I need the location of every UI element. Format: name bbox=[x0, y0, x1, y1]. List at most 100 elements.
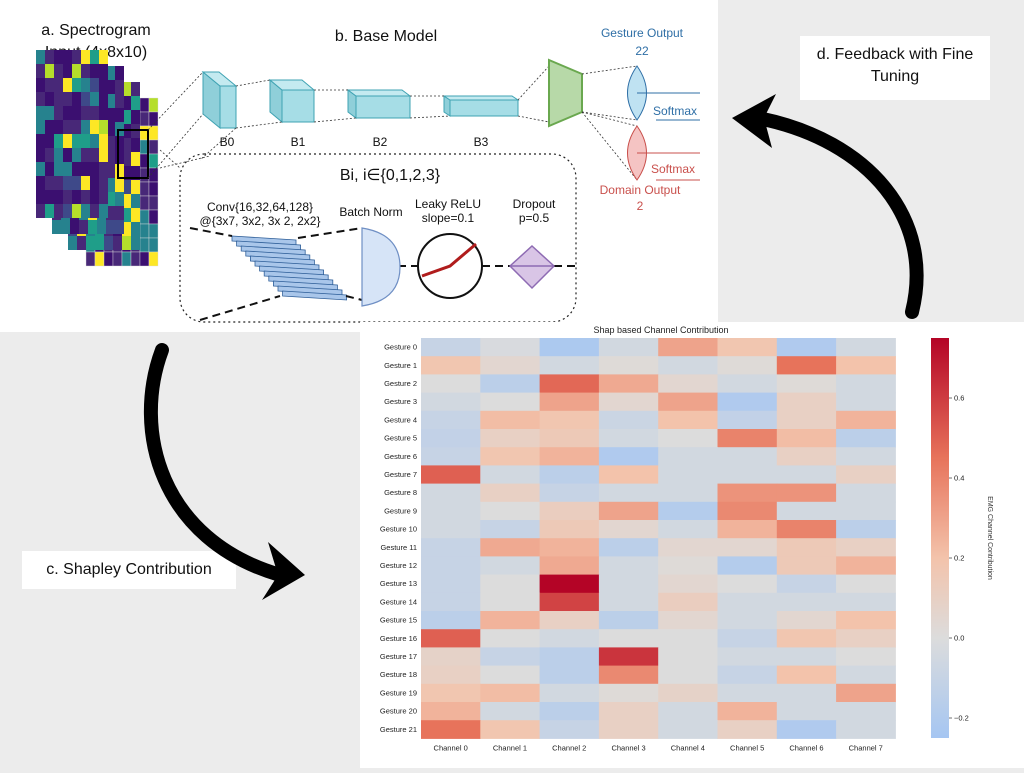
heatmap-cell bbox=[480, 629, 541, 648]
connector-lines bbox=[147, 65, 550, 179]
heatmap-cell bbox=[598, 665, 659, 685]
conv-label-1: Conv{16,32,64,128} bbox=[207, 200, 313, 214]
block-b0-label: B0 bbox=[220, 135, 235, 149]
heatmap-row-label: Gesture 4 bbox=[384, 415, 417, 424]
heatmap-cell bbox=[717, 410, 778, 430]
heatmap-cell bbox=[480, 356, 541, 375]
dropout-label-2: p=0.5 bbox=[519, 211, 550, 225]
heatmap-cell bbox=[776, 720, 837, 739]
heatmap-cell bbox=[658, 410, 718, 430]
heatmap-cell bbox=[421, 683, 481, 703]
colorbar-tick-label: −0.2 bbox=[954, 714, 969, 723]
block-detail-title: Bi, i∈{0,1,2,3} bbox=[340, 167, 441, 184]
heatmap-cell bbox=[658, 338, 718, 357]
heatmap-cell bbox=[836, 629, 896, 648]
heatmap-cell bbox=[421, 720, 481, 739]
heatmap-cell bbox=[836, 647, 896, 667]
heatmap-col-label: Channel 5 bbox=[730, 743, 764, 752]
heatmap-row-label: Gesture 9 bbox=[384, 506, 417, 515]
heatmap-cell bbox=[480, 665, 541, 685]
heatmap-cell bbox=[598, 392, 659, 412]
batch-norm-label: Batch Norm bbox=[339, 205, 402, 219]
heatmap-cell bbox=[836, 520, 896, 539]
heatmap-cell bbox=[539, 465, 600, 485]
heatmap-cell bbox=[776, 465, 837, 485]
heatmap-cell bbox=[658, 429, 718, 448]
heatmap-cell bbox=[717, 338, 778, 357]
heatmap-cell bbox=[539, 338, 600, 357]
heatmap-cell bbox=[836, 410, 896, 430]
heatmap-cell bbox=[717, 665, 778, 685]
heatmap-row-label: Gesture 12 bbox=[380, 561, 417, 570]
conv-label-2: @{3x7, 3x2, 3x 2, 2x2} bbox=[200, 214, 321, 228]
heatmap-row-label: Gesture 13 bbox=[380, 579, 417, 588]
heatmap-cell bbox=[598, 465, 659, 485]
heatmap-cell bbox=[480, 702, 541, 721]
domain-count: 2 bbox=[637, 199, 644, 213]
heatmap-cell bbox=[598, 629, 659, 648]
heatmap-cell bbox=[776, 410, 837, 430]
heatmap-cell bbox=[776, 592, 837, 612]
heatmap-cell bbox=[836, 501, 896, 521]
heatmap-cell bbox=[658, 720, 718, 739]
heatmap-cell bbox=[598, 429, 659, 448]
heatmap-cell bbox=[539, 429, 600, 448]
heatmap-cell bbox=[658, 356, 718, 375]
heatmap-cell bbox=[836, 665, 896, 685]
heatmap-cell bbox=[421, 392, 481, 412]
heatmap-cell bbox=[598, 501, 659, 521]
heatmap-row-label: Gesture 1 bbox=[384, 361, 417, 370]
batch-norm-shape bbox=[361, 227, 401, 307]
heatmap-cell bbox=[658, 392, 718, 412]
block-b1-label: B1 bbox=[291, 135, 306, 149]
heatmap-cell bbox=[598, 483, 659, 503]
heatmap-cell bbox=[658, 702, 718, 721]
heatmap-cell bbox=[421, 702, 481, 721]
heatmap-cell bbox=[717, 392, 778, 412]
heatmap-row-label: Gesture 18 bbox=[380, 670, 417, 679]
relu-label-1: Leaky ReLU bbox=[415, 197, 481, 211]
heatmap-cell bbox=[480, 338, 541, 357]
heatmap-cell bbox=[539, 574, 600, 594]
heatmap-cell bbox=[598, 556, 659, 576]
shapley-arrowhead-icon bbox=[262, 542, 305, 600]
shapley-label: c. Shapley Contribution bbox=[46, 561, 212, 578]
heatmap-cell bbox=[539, 611, 600, 630]
model-diagram: B0 B1 B2 B3 Gesture Output 22 Softmax So… bbox=[36, 26, 700, 323]
heatmap-row-label: Gesture 7 bbox=[384, 470, 417, 479]
heatmap-cell bbox=[658, 520, 718, 539]
heatmap-cell bbox=[480, 392, 541, 412]
heatmap-cell bbox=[658, 574, 718, 594]
heatmap-cell bbox=[480, 647, 541, 667]
heatmap-cell bbox=[836, 447, 896, 466]
heatmap-row-label: Gesture 14 bbox=[380, 597, 417, 606]
heatmap-cell bbox=[598, 647, 659, 667]
heatmap-col-label: Channel 7 bbox=[849, 743, 883, 752]
heatmap-cell bbox=[717, 374, 778, 394]
heatmap-cell bbox=[480, 538, 541, 557]
heatmap-row-label: Gesture 0 bbox=[384, 343, 417, 352]
base-model-label: b. Base Model bbox=[334, 28, 438, 45]
heatmap-cell bbox=[598, 611, 659, 630]
heatmap-cell bbox=[658, 556, 718, 576]
heatmap-cell bbox=[480, 483, 541, 503]
heatmap-cell bbox=[421, 665, 481, 685]
heatmap-cell bbox=[776, 611, 837, 630]
heatmap-cell bbox=[836, 702, 896, 721]
heatmap-cell bbox=[836, 356, 896, 375]
heatmap-cell bbox=[776, 447, 837, 466]
heatmap-cell bbox=[421, 611, 481, 630]
heatmap-cell bbox=[836, 538, 896, 557]
heatmap-cell bbox=[836, 465, 896, 485]
heatmap-cell bbox=[598, 683, 659, 703]
colorbar bbox=[931, 338, 949, 738]
heatmap-cell bbox=[539, 447, 600, 466]
heatmap-row-label: Gesture 17 bbox=[380, 652, 417, 661]
heatmap-cell bbox=[776, 501, 837, 521]
heatmap-cell bbox=[717, 647, 778, 667]
heatmap-cell bbox=[539, 356, 600, 375]
heatmap-cell bbox=[836, 338, 896, 357]
heatmap-col-label: Channel 3 bbox=[611, 743, 645, 752]
heatmap-cell bbox=[598, 447, 659, 466]
heatmap-cell bbox=[658, 483, 718, 503]
